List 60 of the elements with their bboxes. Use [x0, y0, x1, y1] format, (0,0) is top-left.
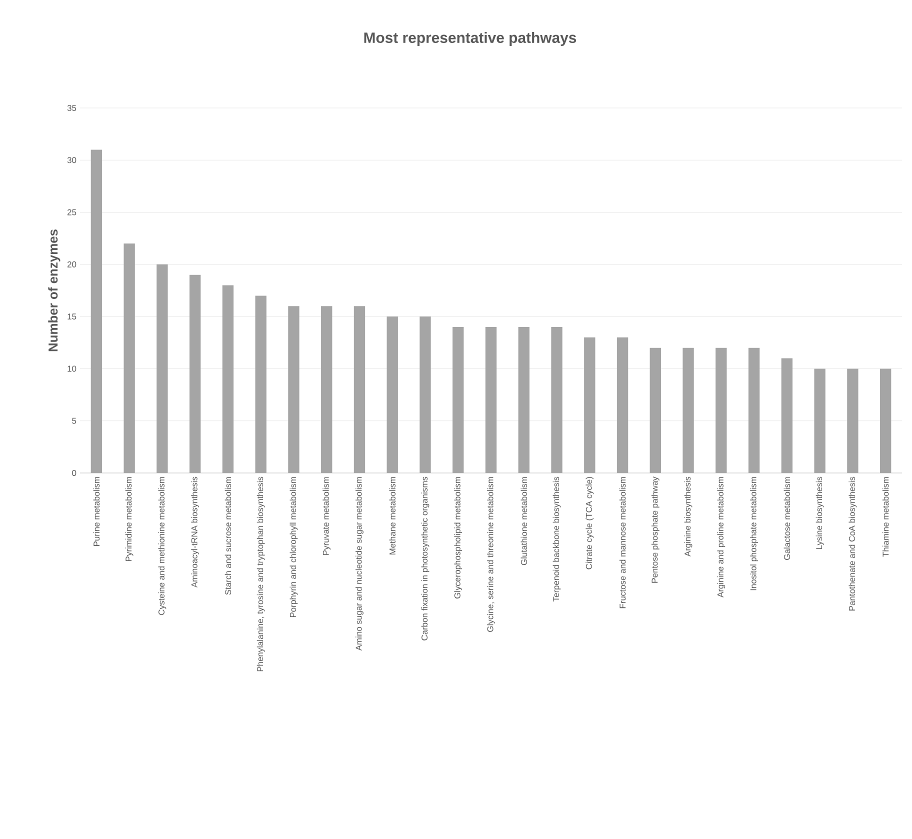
bar — [716, 348, 727, 473]
x-tick-label: Pyrimidine metabolism — [125, 477, 134, 561]
x-tick-label: Amino sugar and nucleotide sugar metabolism — [356, 477, 364, 651]
x-tick-label: Terpenoid backbone biosynthesis — [552, 476, 561, 602]
y-tick-label: 0 — [72, 470, 76, 476]
x-tick-label: Aminoacyl-tRNA biosynthesis — [191, 476, 200, 588]
bar — [682, 348, 694, 473]
x-tick-label: Thiamine metabolism — [882, 477, 889, 557]
x-tick-label: Lysine biosynthesis — [816, 476, 824, 549]
x-tick-label: Citrate cycle (TCA cycle) — [586, 477, 594, 570]
x-tick-label: Carbon fixation in photosynthetic organisms — [421, 476, 430, 640]
bar — [420, 316, 431, 473]
x-tick-label: Inositol phosphate metabolism — [750, 477, 758, 590]
bar — [781, 358, 793, 473]
x-tick-label: Pentose phosphate pathway — [651, 476, 660, 583]
bar — [124, 244, 135, 473]
bar — [190, 274, 201, 473]
x-tick-label: Pantothenate and CoA biosynthesis — [848, 476, 857, 610]
x-tick-label: Arginine biosynthesis — [684, 476, 692, 557]
x-tick-label: Galactose metabolism — [784, 477, 790, 560]
bar — [255, 296, 266, 473]
y-tick-label: 25 — [67, 209, 76, 216]
bar — [90, 150, 102, 473]
y-tick-label: 10 — [68, 366, 76, 372]
bar — [880, 368, 892, 473]
y-tick-label: 35 — [67, 104, 76, 111]
bar — [321, 306, 332, 473]
x-tick-label: Arginine and proline metabolism — [717, 477, 726, 598]
bar — [518, 326, 530, 473]
bar — [485, 326, 497, 473]
x-tick-label: Glutathione metabolism — [520, 477, 527, 566]
bar — [222, 285, 234, 473]
bar — [288, 306, 300, 473]
bar — [354, 306, 366, 473]
x-tick-label: Starch and sucrose metabolism — [224, 477, 232, 595]
bar — [847, 368, 858, 473]
x-tick-label: Phenylalanine, tyrosine and tryptophan biosynthesis — [256, 476, 265, 672]
bar — [616, 337, 628, 473]
x-tick-label: Purine metabolism — [93, 477, 100, 546]
x-tick-label: Pyruvate metabolism — [322, 477, 331, 555]
bar — [748, 348, 760, 473]
bar — [452, 326, 464, 473]
bar — [650, 348, 661, 473]
bar — [551, 326, 562, 473]
bar — [386, 316, 398, 473]
y-axis-title: Number of enzymes — [48, 230, 60, 352]
y-tick-label: 15 — [68, 314, 76, 320]
x-tick-label: Porphyrin and chlorophyll metabolism — [290, 477, 298, 618]
x-tick-label: Fructose and mannose metabolism — [619, 477, 626, 608]
x-tick-label: Methane metabolism — [389, 477, 396, 554]
x-tick-label: Cysteine and methionine metabolism — [158, 477, 166, 615]
chart-title: Most representative pathways — [364, 32, 576, 46]
y-tick-label: 5 — [72, 418, 76, 424]
y-tick-label: 20 — [67, 261, 76, 268]
x-tick-label: Glycine, serine and threonine metabolism — [487, 477, 495, 632]
bar — [814, 368, 826, 473]
x-tick-label: Glycerophospholipid metabolism — [454, 477, 462, 598]
y-tick-label: 30 — [67, 157, 76, 164]
bar — [584, 337, 596, 473]
bar — [156, 264, 168, 473]
